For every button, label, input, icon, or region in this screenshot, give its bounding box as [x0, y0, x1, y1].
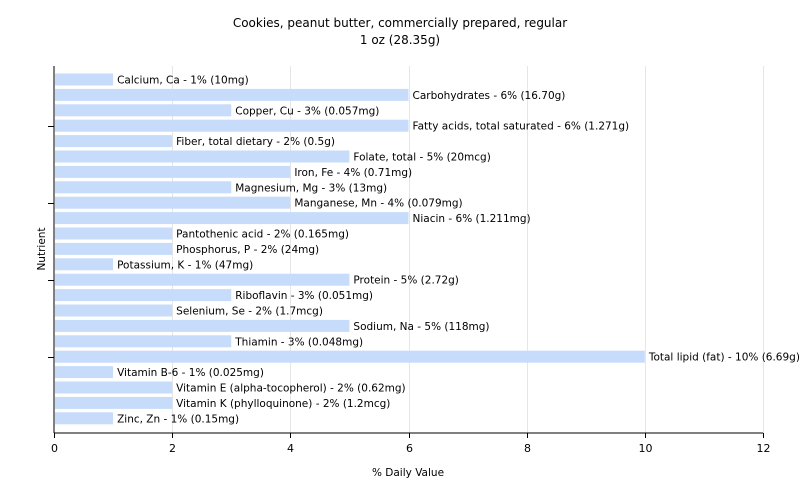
bar-label: Carbohydrates - 6% (16.70g) — [413, 90, 566, 102]
x-axis-title: % Daily Value — [372, 467, 444, 479]
bar-label: Fatty acids, total saturated - 6% (1.271… — [413, 121, 630, 133]
bar — [55, 381, 173, 394]
bar-label: Phosphorus, P - 2% (24mg) — [176, 244, 319, 256]
bar — [55, 119, 409, 132]
bar-label: Potassium, K - 1% (47mg) — [117, 259, 253, 271]
chart-subtitle: 1 oz (28.35g) — [360, 33, 440, 47]
bar — [55, 181, 232, 194]
bar-label: Vitamin E (alpha-tocopherol) - 2% (0.62m… — [176, 383, 406, 395]
bar-label: Iron, Fe - 4% (0.71mg) — [294, 167, 412, 179]
x-tick-label-12: 12 — [757, 442, 771, 455]
chart-title: Cookies, peanut butter, commercially pre… — [233, 16, 567, 30]
bar — [55, 196, 291, 209]
bar — [55, 165, 291, 178]
bar — [55, 412, 114, 425]
bar — [55, 242, 173, 255]
bar-label: Zinc, Zn - 1% (0.15mg) — [117, 413, 239, 425]
bar — [55, 273, 350, 286]
x-tick-label-8: 8 — [524, 442, 531, 455]
bar — [55, 396, 173, 409]
bar-label: Pantothenic acid - 2% (0.165mg) — [176, 229, 349, 241]
bar — [55, 366, 114, 379]
bar-label: Manganese, Mn - 4% (0.079mg) — [294, 198, 462, 210]
bar — [55, 135, 173, 148]
x-tick-label-10: 10 — [639, 442, 653, 455]
bar-label: Vitamin K (phylloquinone) - 2% (1.2mcg) — [176, 398, 390, 410]
x-tick-label-2: 2 — [169, 442, 176, 455]
bar-label: Total lipid (fat) - 10% (6.69g) — [648, 352, 800, 364]
bar-label: Calcium, Ca - 1% (10mg) — [117, 75, 249, 87]
bar-label: Folate, total - 5% (20mcg) — [353, 152, 490, 164]
bar — [55, 335, 232, 348]
bar — [55, 88, 409, 101]
bar-label: Sodium, Na - 5% (118mg) — [353, 321, 489, 333]
x-tick-label-4: 4 — [287, 442, 294, 455]
bar-label: Selenium, Se - 2% (1.7mcg) — [176, 306, 323, 318]
bars: Calcium, Ca - 1% (10mg) Carbohydrates - 6… — [55, 73, 800, 425]
x-tick-label-0: 0 — [51, 442, 58, 455]
bar — [55, 73, 114, 86]
bar-label: Vitamin B-6 - 1% (0.025mg) — [117, 367, 264, 379]
bar — [55, 304, 173, 317]
bar — [55, 227, 173, 240]
bar-label: Magnesium, Mg - 3% (13mg) — [235, 182, 387, 194]
bar — [55, 212, 409, 225]
bar-label: Niacin - 6% (1.211mg) — [413, 213, 531, 225]
bar — [55, 350, 645, 363]
x-ticks: 0 2 4 6 8 10 12 — [51, 433, 771, 455]
bar-label: Copper, Cu - 3% (0.057mg) — [235, 105, 379, 117]
y-axis-title: Nutrient — [36, 227, 48, 270]
bar-label: Fiber, total dietary - 2% (0.5g) — [176, 136, 335, 148]
bar — [55, 289, 232, 302]
bar — [55, 150, 350, 163]
bar — [55, 319, 350, 332]
bar-label: Protein - 5% (2.72g) — [353, 275, 459, 287]
bar — [55, 258, 114, 271]
bar-label: Riboflavin - 3% (0.051mg) — [235, 290, 373, 302]
x-tick-label-6: 6 — [406, 442, 413, 455]
bar — [55, 104, 232, 117]
bar-label: Thiamin - 3% (0.048mg) — [234, 336, 363, 348]
